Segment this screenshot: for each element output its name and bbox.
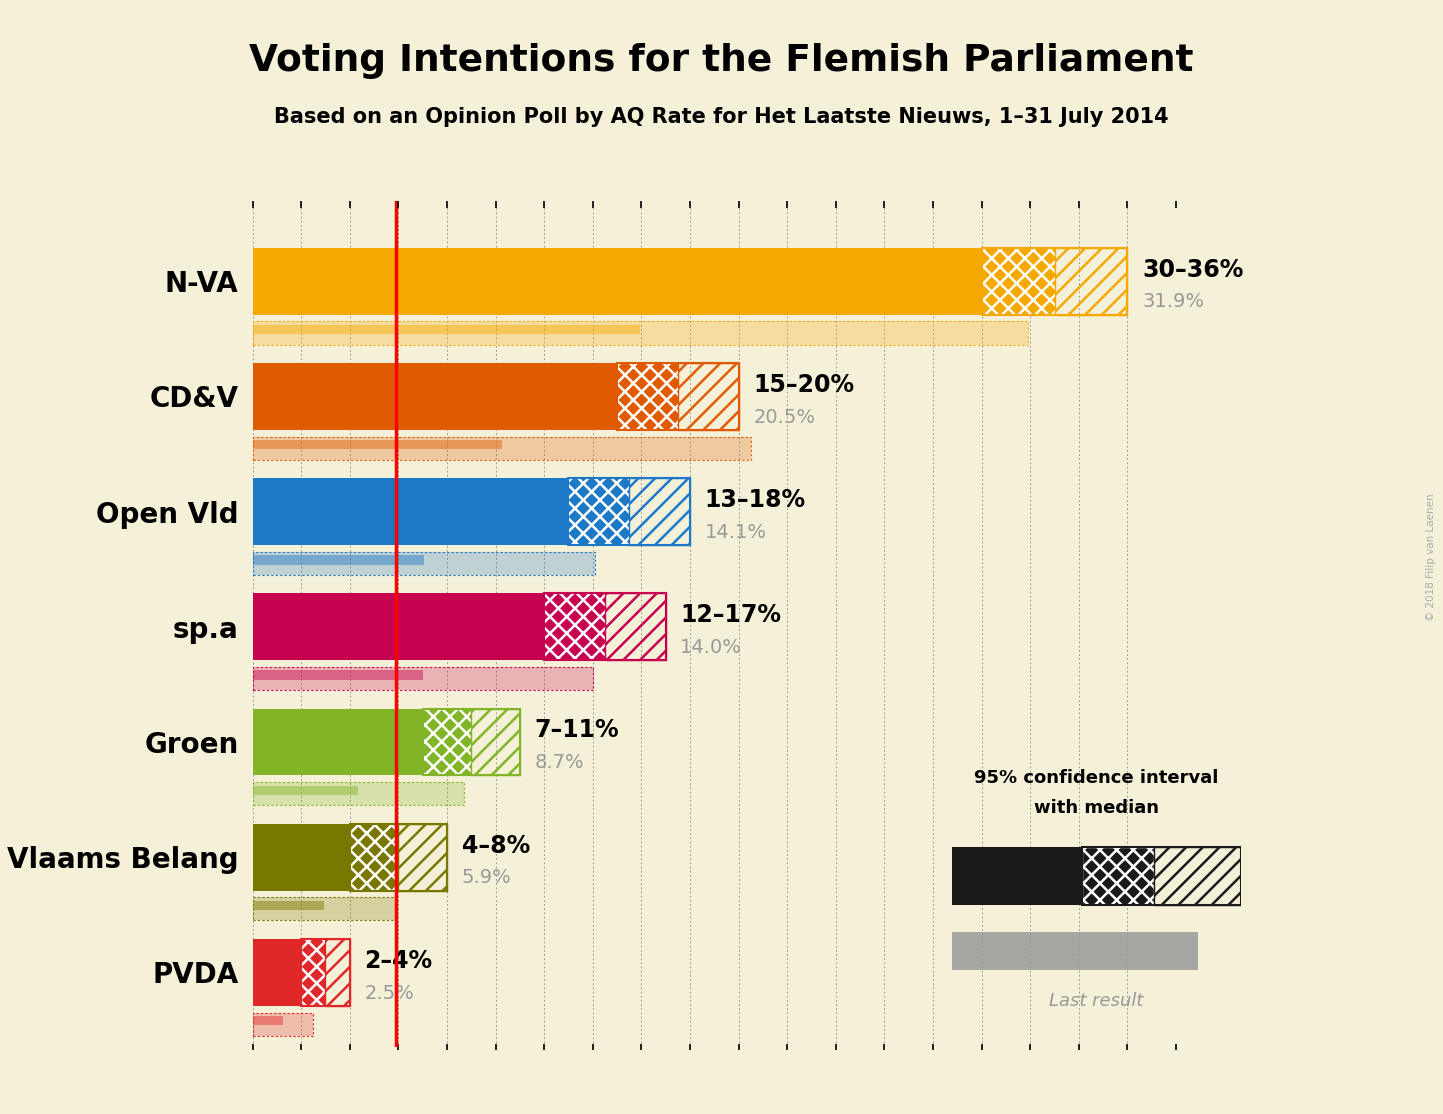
Bar: [253, 594, 544, 661]
Bar: [253, 1013, 313, 1036]
Bar: [423, 709, 519, 775]
Bar: [253, 247, 981, 314]
Bar: [253, 478, 569, 545]
Text: 12–17%: 12–17%: [680, 603, 781, 627]
Bar: [253, 667, 593, 690]
Bar: [253, 667, 593, 690]
Bar: [981, 247, 1127, 314]
Bar: [302, 939, 326, 1006]
Text: Voting Intentions for the Flemish Parliament: Voting Intentions for the Flemish Parlia…: [250, 43, 1193, 79]
Bar: [1055, 247, 1127, 314]
Bar: [253, 782, 465, 805]
Text: 5.9%: 5.9%: [462, 868, 511, 888]
Bar: [253, 325, 641, 334]
Bar: [253, 823, 349, 890]
Bar: [253, 437, 750, 460]
Text: 8.7%: 8.7%: [534, 753, 584, 772]
Bar: [253, 437, 750, 460]
Bar: [1154, 847, 1241, 905]
Bar: [349, 823, 447, 890]
Text: 13–18%: 13–18%: [704, 488, 805, 512]
Bar: [253, 671, 423, 680]
Bar: [544, 594, 605, 661]
Text: 95% confidence interval: 95% confidence interval: [974, 769, 1219, 788]
Bar: [423, 709, 472, 775]
Bar: [678, 363, 739, 430]
Bar: [253, 782, 465, 805]
Text: 2–4%: 2–4%: [364, 949, 433, 973]
Text: Last result: Last result: [1049, 991, 1144, 1010]
Bar: [1082, 847, 1154, 905]
Bar: [253, 1016, 283, 1025]
Bar: [302, 939, 349, 1006]
Bar: [629, 478, 690, 545]
Text: © 2018 Filip van Laenen: © 2018 Filip van Laenen: [1427, 494, 1436, 620]
Text: 7–11%: 7–11%: [534, 719, 619, 742]
Bar: [253, 555, 424, 565]
Bar: [253, 901, 325, 910]
Text: 14.0%: 14.0%: [680, 638, 742, 657]
Bar: [981, 247, 1055, 314]
Bar: [253, 551, 595, 575]
Bar: [398, 823, 447, 890]
Bar: [253, 898, 395, 920]
Bar: [569, 478, 629, 545]
Bar: [253, 939, 302, 1006]
Bar: [349, 823, 398, 890]
Bar: [253, 785, 358, 795]
Bar: [326, 939, 349, 1006]
Bar: [253, 709, 423, 775]
Bar: [618, 363, 739, 430]
Bar: [472, 709, 519, 775]
Text: 2.5%: 2.5%: [364, 984, 414, 1003]
Bar: [952, 932, 1198, 970]
Bar: [618, 363, 678, 430]
Bar: [605, 594, 665, 661]
Bar: [1082, 847, 1241, 905]
Text: 14.1%: 14.1%: [704, 522, 766, 541]
Bar: [253, 322, 1027, 344]
Text: with median: with median: [1035, 799, 1159, 818]
Bar: [952, 847, 1082, 905]
Bar: [253, 440, 502, 449]
Bar: [569, 478, 690, 545]
Text: 4–8%: 4–8%: [462, 833, 530, 858]
Bar: [253, 898, 395, 920]
Bar: [253, 363, 618, 430]
Text: 31.9%: 31.9%: [1141, 292, 1203, 312]
Bar: [544, 594, 665, 661]
Bar: [253, 1013, 313, 1036]
Text: 30–36%: 30–36%: [1141, 257, 1244, 282]
Text: Based on an Opinion Poll by AQ Rate for Het Laatste Nieuws, 1–31 July 2014: Based on an Opinion Poll by AQ Rate for …: [274, 107, 1169, 127]
Bar: [253, 551, 595, 575]
Text: 15–20%: 15–20%: [753, 373, 854, 397]
Text: 20.5%: 20.5%: [753, 408, 815, 427]
Bar: [253, 322, 1027, 344]
